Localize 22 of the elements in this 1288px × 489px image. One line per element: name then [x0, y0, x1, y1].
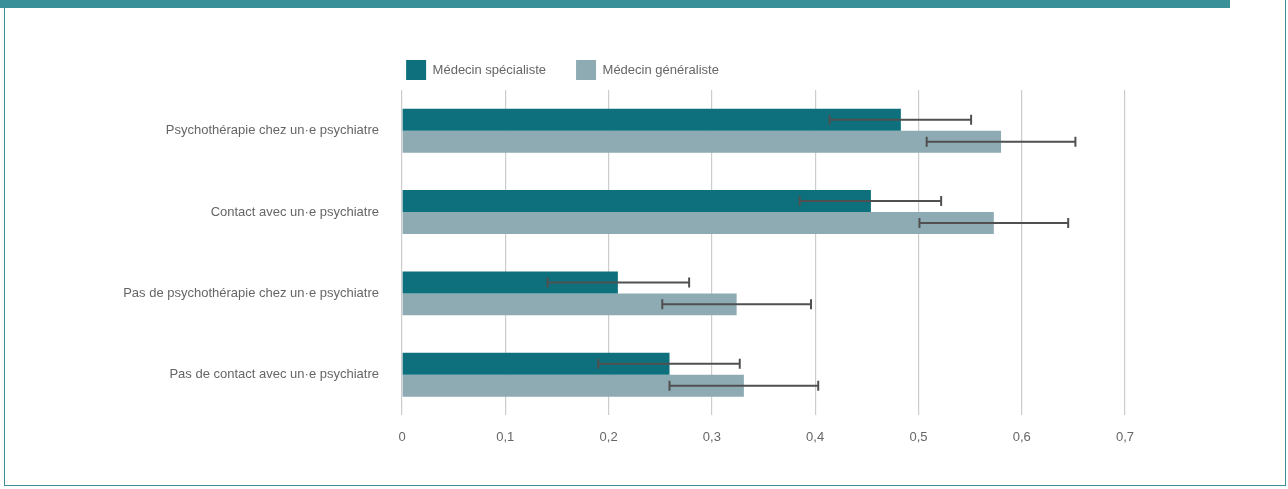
bar — [402, 108, 901, 131]
bar — [402, 293, 737, 316]
y-tick-label: Contact avec un·e psychiatre — [210, 203, 379, 219]
y-tick-label: Pas de contact avec un·e psychiatre — [169, 366, 379, 382]
y-tick-label: Pas de psychothérapie chez un·e psychiatre — [123, 284, 379, 300]
bar — [402, 352, 670, 375]
x-tick-label: 0,1 — [496, 428, 515, 444]
legend-label: Médecin généraliste — [602, 61, 719, 77]
x-tick-label: 0,3 — [702, 428, 721, 444]
x-tick-label: 0,4 — [806, 428, 825, 444]
legend-label: Médecin spécialiste — [432, 61, 547, 77]
x-tick-label: 0,2 — [599, 428, 618, 444]
x-tick-label: 0,5 — [909, 428, 928, 444]
bar — [402, 212, 994, 234]
x-tick-label: 0,7 — [1115, 428, 1135, 444]
bar — [402, 271, 618, 294]
bar — [402, 130, 1002, 153]
bar — [402, 374, 744, 397]
bar — [402, 190, 871, 213]
y-tick-label: Psychothérapie chez un·e psychiatre — [165, 122, 379, 138]
x-tick-label: 0 — [398, 428, 406, 444]
x-tick-label: 0,6 — [1012, 428, 1031, 444]
